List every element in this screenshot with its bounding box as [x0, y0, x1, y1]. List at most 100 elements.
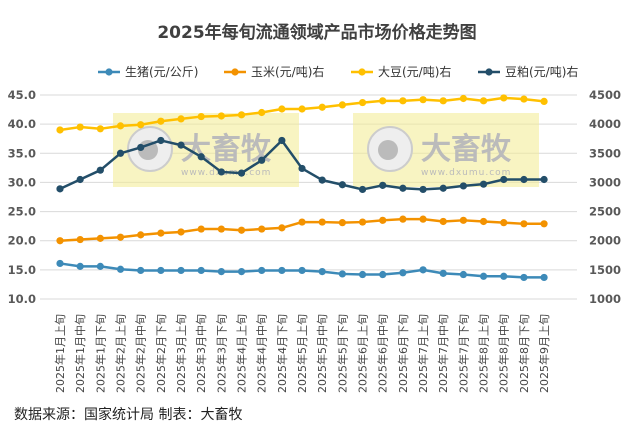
- data-point: [379, 270, 387, 279]
- data-point: [439, 269, 447, 277]
- data-point: [500, 175, 508, 184]
- data-point: [500, 219, 508, 227]
- x-tick: 2025年1月中旬: [73, 314, 87, 393]
- data-point: [96, 166, 104, 174]
- watermark-logo-dot: [378, 140, 398, 160]
- data-point: [76, 262, 84, 270]
- data-point: [96, 125, 104, 133]
- data-point: [137, 121, 145, 129]
- y-right-tick: 1000: [589, 292, 621, 306]
- data-point: [197, 225, 205, 233]
- data-point: [237, 169, 246, 177]
- data-point: [399, 184, 407, 192]
- data-point: [177, 115, 185, 123]
- y-left-tick: 15.0: [8, 263, 36, 277]
- x-tick: 2025年2月上旬: [114, 314, 128, 393]
- data-point: [258, 266, 266, 275]
- data-point: [358, 218, 367, 226]
- data-point: [157, 136, 165, 145]
- watermark-brand: 大畜牧: [181, 132, 272, 167]
- data-point: [116, 122, 125, 130]
- data-point: [318, 103, 326, 111]
- x-tick: 2025年1月上旬: [53, 314, 67, 393]
- data-point: [76, 123, 84, 131]
- x-tick: 2025年2月中旬: [134, 314, 148, 393]
- data-point: [358, 98, 367, 107]
- x-tick: 2025年6月中旬: [376, 314, 390, 393]
- y-left-tick: 30.0: [8, 175, 36, 189]
- data-point: [540, 273, 548, 282]
- data-point: [56, 185, 64, 193]
- data-point: [479, 272, 488, 280]
- data-point: [237, 111, 246, 119]
- x-tick: 2025年7月下旬: [456, 314, 470, 393]
- data-point: [56, 126, 64, 134]
- x-tick: 2025年5月上旬: [295, 314, 309, 393]
- data-point: [116, 265, 125, 273]
- data-point: [56, 237, 64, 245]
- legend-marker: [358, 68, 366, 76]
- x-tick: 2025年9月上旬: [537, 314, 551, 393]
- data-point: [338, 181, 346, 189]
- data-point: [116, 149, 125, 157]
- x-tick: 2025年1月下旬: [93, 314, 107, 393]
- data-point: [137, 143, 145, 152]
- y-right-tick: 2500: [589, 205, 621, 219]
- data-point: [439, 184, 447, 192]
- data-point: [459, 182, 467, 190]
- x-tick: 2025年8月上旬: [477, 314, 491, 393]
- x-tick: 2025年8月中旬: [497, 314, 511, 393]
- data-point: [479, 97, 488, 105]
- data-point: [479, 217, 488, 226]
- data-point: [96, 234, 104, 242]
- legend-label: 玉米(元/吨)右: [251, 64, 324, 79]
- data-point: [197, 153, 205, 161]
- watermark-url: www.dxumu.com: [421, 168, 511, 178]
- chart-title: 2025年每旬流通领域产品市场价格走势图: [157, 23, 477, 43]
- y-left-tick: 25.0: [8, 205, 36, 219]
- data-point: [379, 181, 387, 189]
- data-point: [137, 231, 145, 239]
- data-point: [177, 141, 185, 149]
- data-point: [177, 266, 185, 275]
- data-point: [197, 112, 205, 121]
- y-left-tick: 45.0: [8, 88, 36, 102]
- legend-label: 大豆(元/吨)右: [378, 64, 451, 79]
- data-point: [177, 228, 185, 236]
- data-point: [318, 218, 326, 226]
- data-point: [298, 105, 306, 113]
- x-tick: 2025年5月下旬: [335, 314, 349, 393]
- data-point: [338, 101, 346, 109]
- data-point: [500, 94, 508, 102]
- data-point: [137, 266, 145, 275]
- data-point: [157, 266, 165, 275]
- data-point: [298, 218, 306, 226]
- data-point: [419, 215, 427, 223]
- x-tick: 2025年7月中旬: [436, 314, 450, 393]
- legend-marker: [485, 68, 493, 76]
- data-point: [318, 176, 326, 184]
- legend-label: 生猪(元/公斤): [125, 65, 198, 79]
- data-point: [358, 185, 367, 194]
- data-point: [520, 220, 528, 228]
- y-left-tick: 35.0: [8, 146, 36, 160]
- data-point: [217, 112, 225, 120]
- data-point: [399, 215, 407, 223]
- x-tick: 2025年4月中旬: [255, 314, 269, 393]
- data-point: [540, 97, 548, 106]
- data-point: [358, 270, 367, 279]
- data-point: [258, 225, 266, 233]
- data-point: [217, 168, 225, 176]
- y-left-tick: 40.0: [8, 117, 36, 131]
- data-point: [258, 108, 266, 117]
- data-point: [157, 229, 165, 237]
- y-right-tick: 2000: [589, 234, 621, 248]
- data-point: [278, 105, 286, 113]
- data-point: [439, 217, 447, 226]
- data-point: [237, 226, 246, 234]
- data-point: [419, 185, 427, 194]
- x-tick: 2025年6月上旬: [356, 314, 370, 393]
- data-point: [237, 268, 246, 276]
